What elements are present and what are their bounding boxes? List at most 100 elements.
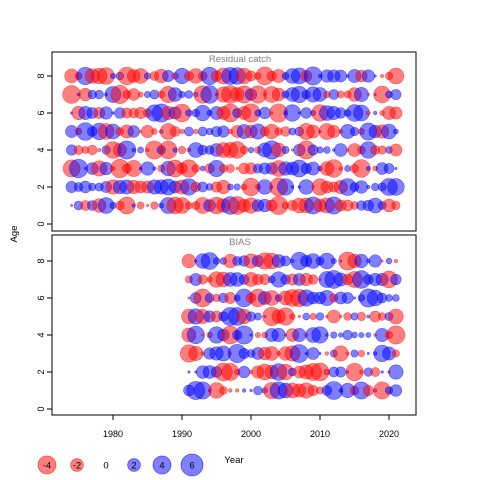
residual-bubble [389, 384, 403, 397]
residual-bubble [146, 204, 150, 208]
legend-label: 2 [131, 461, 136, 472]
residual-bubble [385, 294, 393, 302]
panel-frame [51, 51, 417, 232]
x-tick-label: 1980 [103, 429, 123, 439]
residual-bubble [137, 91, 144, 98]
residual-bubble [217, 125, 230, 138]
residual-bubble [330, 331, 338, 339]
residual-bubble [292, 328, 307, 342]
residual-bubble [172, 147, 178, 153]
residual-bubble [388, 308, 404, 325]
residual-bubble [247, 146, 255, 154]
legend-label: 6 [189, 461, 194, 472]
residual-bubble [356, 311, 366, 322]
residual-bubble [300, 107, 312, 119]
panel-bias: BIAS 0 2 4 6 8 [36, 234, 417, 416]
panel-residual-catch: Residual catch 0 2 4 6 8 [36, 51, 417, 232]
legend-bubble [180, 453, 204, 477]
residual-bubble [258, 106, 271, 120]
y-tick-label: 6 [36, 110, 46, 115]
residual-bubble [184, 126, 194, 137]
residual-bubble [387, 67, 405, 85]
residual-bubble [380, 259, 384, 263]
y-tick-label: 0 [36, 406, 46, 411]
residual-bubble [358, 332, 365, 338]
residual-bubble [297, 111, 301, 115]
panel-title: BIAS [229, 237, 251, 248]
residual-bubble [249, 333, 253, 337]
residual-bubble [327, 125, 341, 138]
residual-bubble [187, 296, 191, 300]
residual-bubble [352, 296, 356, 300]
y-tick-label: 8 [36, 73, 46, 78]
residual-bubble [235, 167, 239, 171]
residual-bubble [349, 126, 360, 137]
residual-bubble [351, 331, 358, 339]
residual-bubble [136, 201, 145, 210]
legend-bubble [70, 458, 84, 472]
residual-bubble [377, 145, 387, 155]
residual-bubble [344, 165, 351, 172]
residual-bubble [281, 146, 290, 154]
x-tick-label: 1990 [172, 429, 192, 439]
legend-bubble [152, 455, 172, 475]
residual-bubble [318, 351, 322, 355]
residual-bubble [390, 273, 402, 286]
residual-bubble [391, 349, 400, 358]
residual-bubble [366, 314, 371, 319]
residual-bubble [94, 89, 104, 100]
residual-bubble [394, 167, 398, 171]
residual-bubble [389, 106, 403, 120]
y-tick-label: 4 [36, 332, 46, 337]
residual-bubble [181, 253, 197, 269]
residual-bubble [226, 183, 234, 191]
residual-bubble [193, 128, 199, 135]
residual-bubble [366, 93, 370, 97]
residual-bubble [362, 385, 374, 396]
residual-bubble [389, 143, 403, 157]
residual-bubble [330, 257, 337, 264]
residual-bubble [152, 166, 157, 171]
residual-bubble [185, 109, 193, 117]
residual-bubble [239, 145, 249, 155]
residual-bubble [354, 253, 369, 269]
residual-bubble [280, 255, 291, 267]
residual-bubble [315, 312, 325, 321]
residual-bubble [212, 257, 221, 265]
residual-bubble [345, 351, 350, 356]
y-tick-label: 6 [36, 295, 46, 300]
residual-bubble [197, 274, 208, 285]
residual-bubble [341, 292, 354, 304]
residual-bubble [336, 90, 345, 99]
residual-bubble [342, 329, 353, 341]
residual-bubble [197, 126, 208, 137]
x-tick-label: 2000 [241, 429, 261, 439]
residual-bubble [254, 331, 261, 338]
residual-bubble [70, 204, 74, 208]
residual-bubble [235, 388, 240, 393]
bubbles [179, 251, 406, 400]
residual-bubble [179, 128, 185, 135]
residual-bubble [253, 312, 262, 321]
residual-bubble [373, 74, 377, 78]
residual-bubble [335, 366, 347, 378]
residual-bubble [338, 332, 344, 338]
residual-bubble [191, 164, 201, 173]
y-tick-label: 2 [36, 369, 46, 374]
residual-bubble [199, 165, 206, 172]
y-axis-label: Age [9, 226, 20, 243]
residual-bubble [358, 369, 364, 375]
y-tick-label: 4 [36, 147, 46, 152]
y-tick-label: 0 [36, 221, 46, 226]
residual-bubble [365, 332, 372, 338]
residual-bubble [368, 254, 382, 268]
residual-bubble [388, 364, 404, 380]
residual-bubble [99, 106, 113, 120]
residual-bubble [290, 185, 295, 189]
residual-bubble [298, 179, 314, 195]
residual-bubble [350, 349, 359, 358]
residual-bubble [242, 388, 247, 393]
x-axis-label: Year [224, 455, 243, 466]
legend-bubble [37, 455, 57, 475]
residual-bubble [343, 312, 352, 321]
